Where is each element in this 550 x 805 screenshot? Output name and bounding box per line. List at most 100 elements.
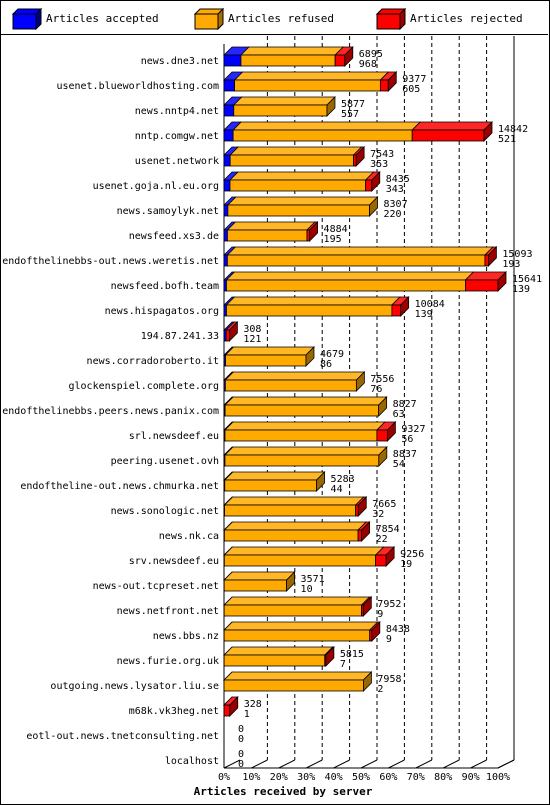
bar-segment bbox=[240, 54, 336, 67]
bar-segment bbox=[223, 104, 235, 117]
category-label: srl.newsdeef.eu bbox=[129, 431, 219, 442]
category-label: srv.newsdeef.eu bbox=[129, 556, 219, 567]
x-tick-label: 60% bbox=[379, 772, 397, 783]
category-label: usenet.goja.nl.eu.org bbox=[93, 181, 219, 192]
bar-segment-top bbox=[229, 146, 363, 156]
bar-end-face bbox=[316, 471, 325, 492]
bar-segment-top bbox=[223, 596, 371, 606]
accepted-value-label: 343 bbox=[386, 184, 404, 195]
grid-floor-line bbox=[442, 759, 460, 769]
bar-end-face bbox=[369, 196, 378, 217]
bar-segment-top bbox=[223, 521, 368, 531]
bar-segment-top bbox=[223, 571, 296, 581]
total-value-label: 7854 bbox=[376, 524, 400, 535]
grid-floor-line bbox=[333, 759, 350, 769]
bar-end-face bbox=[228, 321, 238, 342]
bar-segment bbox=[223, 529, 359, 542]
bar-segment bbox=[375, 554, 387, 567]
total-value-label: 15093 bbox=[502, 249, 532, 260]
bar-end-face bbox=[385, 546, 395, 567]
category-label: news.corradoroberto.it bbox=[87, 356, 219, 367]
x-tick-label: 10% bbox=[242, 772, 260, 783]
bar-segment-top bbox=[411, 121, 493, 131]
bar-segment bbox=[232, 129, 413, 142]
grid-floor-line bbox=[415, 759, 433, 769]
bar-segment bbox=[224, 454, 380, 467]
bar-segment bbox=[223, 54, 242, 67]
category-label: news-out.tcpreset.net bbox=[93, 581, 219, 592]
total-value-label: 4679 bbox=[320, 349, 344, 360]
legend: Articles accepted Articles refused Artic… bbox=[0, 0, 548, 35]
accepted-value-label: 9 bbox=[377, 609, 383, 620]
total-value-label: 328 bbox=[244, 699, 262, 710]
bar-end-face bbox=[488, 246, 497, 267]
total-value-label: 14842 bbox=[498, 124, 528, 135]
total-value-label: 308 bbox=[243, 324, 261, 335]
bar-segment bbox=[223, 654, 326, 667]
x-tick-label: 40% bbox=[325, 772, 343, 783]
bar-segment bbox=[225, 329, 230, 342]
category-label: 194.87.241.33 bbox=[141, 331, 219, 342]
total-value-label: 10084 bbox=[415, 299, 445, 310]
bar-end-face bbox=[497, 271, 507, 292]
legend-swatch-rejected-icon bbox=[376, 8, 406, 30]
grid-floor-line bbox=[251, 759, 268, 769]
bar-segment-top bbox=[233, 71, 390, 81]
bar-segment bbox=[334, 54, 346, 67]
accepted-value-label: 32 bbox=[372, 509, 384, 520]
accepted-value-label: 44 bbox=[331, 484, 343, 495]
bar-segment-top bbox=[223, 446, 388, 456]
accepted-value-label: 605 bbox=[402, 84, 420, 95]
total-value-label: 9377 bbox=[402, 74, 426, 85]
category-label: news.dne3.net bbox=[141, 56, 219, 67]
total-value-label: 8438 bbox=[386, 624, 410, 635]
bar-end-face bbox=[326, 96, 336, 117]
category-label: peering.usenet.ovh bbox=[111, 456, 219, 467]
bar-segment bbox=[484, 254, 489, 267]
accepted-value-label: 220 bbox=[384, 209, 402, 220]
total-value-label: 15641 bbox=[512, 274, 542, 285]
total-value-label: 0 bbox=[238, 749, 244, 760]
bar-segment-top bbox=[224, 396, 388, 406]
bar-segment-top bbox=[226, 196, 379, 206]
bar-end-face bbox=[286, 571, 295, 592]
total-value-label: 9256 bbox=[400, 549, 424, 560]
x-tick-label: 0% bbox=[218, 772, 230, 783]
category-label: localhost bbox=[165, 756, 219, 767]
bar-segment-top bbox=[226, 246, 494, 256]
accepted-value-label: 353 bbox=[370, 159, 388, 170]
grid-floor-line bbox=[470, 759, 487, 769]
accepted-value-label: 968 bbox=[359, 59, 377, 70]
bar-segment bbox=[223, 579, 287, 592]
total-value-label: 4884 bbox=[324, 224, 348, 235]
category-label: news.sonologic.net bbox=[111, 506, 219, 517]
accepted-value-label: 1 bbox=[244, 709, 250, 720]
category-label: glockenspiel.complete.org bbox=[68, 381, 219, 392]
accepted-value-label: 121 bbox=[243, 334, 261, 345]
bar-segment bbox=[223, 154, 231, 167]
grid-floor-line bbox=[305, 759, 323, 769]
total-value-label: 8307 bbox=[384, 199, 408, 210]
bar-segment bbox=[224, 504, 357, 517]
bar-segment bbox=[223, 79, 235, 92]
total-value-label: 5815 bbox=[340, 649, 364, 660]
x-tick-label: 50% bbox=[352, 772, 370, 783]
accepted-value-label: 9 bbox=[386, 634, 392, 645]
total-value-label: 7556 bbox=[370, 374, 394, 385]
bar-end-face bbox=[357, 496, 367, 517]
total-value-label: 0 bbox=[238, 724, 244, 735]
bar-segment-top bbox=[225, 271, 475, 281]
bar-segment bbox=[223, 254, 228, 267]
bar-segment-top bbox=[224, 421, 386, 431]
bar-segment bbox=[224, 404, 380, 417]
accepted-value-label: 195 bbox=[324, 234, 342, 245]
bar-segment-top bbox=[225, 296, 401, 306]
accepted-value-label: 0 bbox=[238, 759, 244, 770]
bar-end-face bbox=[305, 346, 315, 367]
legend-label-refused: Articles refused bbox=[228, 12, 334, 25]
x-axis-label: Articles received by server bbox=[194, 785, 373, 798]
x-tick-label: 30% bbox=[297, 772, 315, 783]
bar-segment bbox=[223, 679, 364, 692]
x-tick-label: 70% bbox=[407, 772, 425, 783]
